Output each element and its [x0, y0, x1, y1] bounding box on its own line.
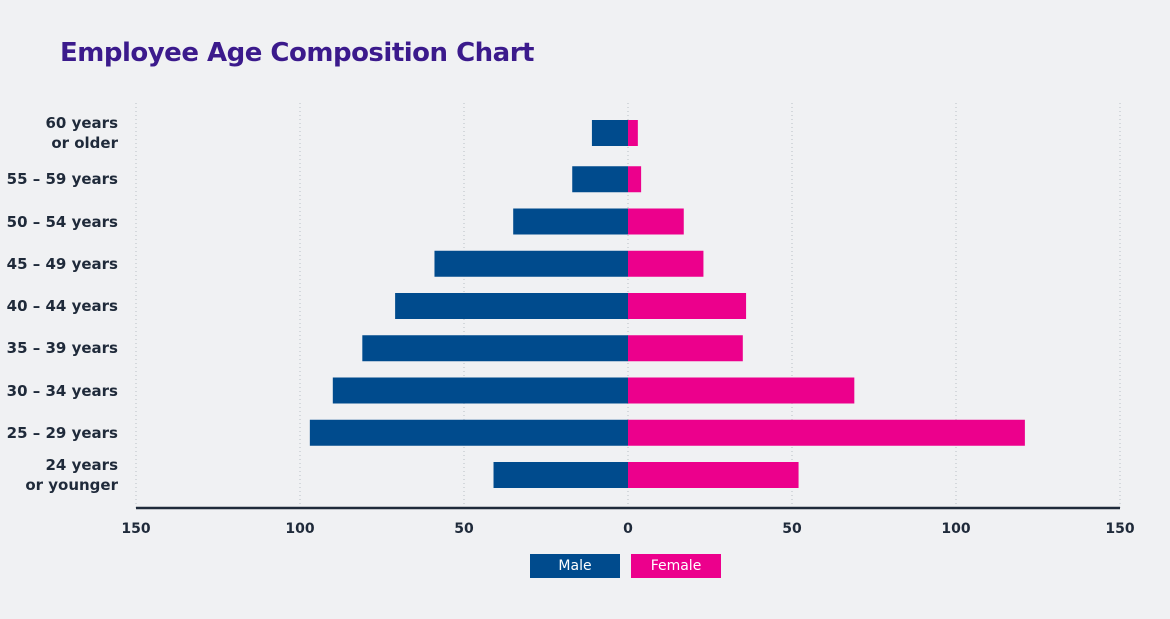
x-tick-label: 50	[454, 521, 474, 537]
x-tick-label: 100	[285, 521, 314, 537]
chart-title: Employee Age Composition Chart	[60, 38, 534, 68]
x-tick-label: 50	[782, 521, 802, 537]
y-tick-label: 45 – 49 years	[6, 254, 118, 273]
bar	[513, 208, 628, 235]
legend-entry: Female	[631, 554, 721, 578]
bar	[628, 250, 704, 277]
y-tick-label: 60 years or older	[45, 114, 119, 152]
bar	[362, 335, 628, 362]
y-tick-label: 24 years or younger	[25, 456, 118, 494]
bar	[628, 419, 1025, 446]
x-tick-label: 100	[941, 521, 970, 537]
bar	[434, 250, 628, 277]
bar	[628, 335, 743, 362]
bar	[591, 120, 628, 146]
bar	[628, 208, 684, 235]
y-tick-label: 30 – 34 years	[6, 381, 118, 400]
bar	[628, 377, 855, 404]
y-tick-label: 40 – 44 years	[6, 297, 118, 315]
bar	[628, 120, 638, 146]
bar	[628, 166, 642, 193]
x-tick-label: 150	[1105, 521, 1134, 537]
bar	[572, 166, 628, 193]
bar	[332, 377, 628, 404]
bar	[628, 462, 799, 488]
x-tick-label: 0	[623, 521, 633, 537]
bar	[395, 293, 628, 319]
bar	[309, 419, 628, 446]
y-tick-label: 35 – 39 years	[6, 339, 118, 358]
y-tick-label: 50 – 54 years	[6, 212, 118, 231]
bar	[628, 293, 747, 319]
legend-entry: Male	[530, 554, 620, 578]
y-tick-label: 25 – 29 years	[6, 423, 118, 442]
x-tick-label: 150	[121, 521, 150, 537]
y-tick-label: 55 – 59 years	[6, 170, 118, 189]
bar	[493, 462, 628, 488]
